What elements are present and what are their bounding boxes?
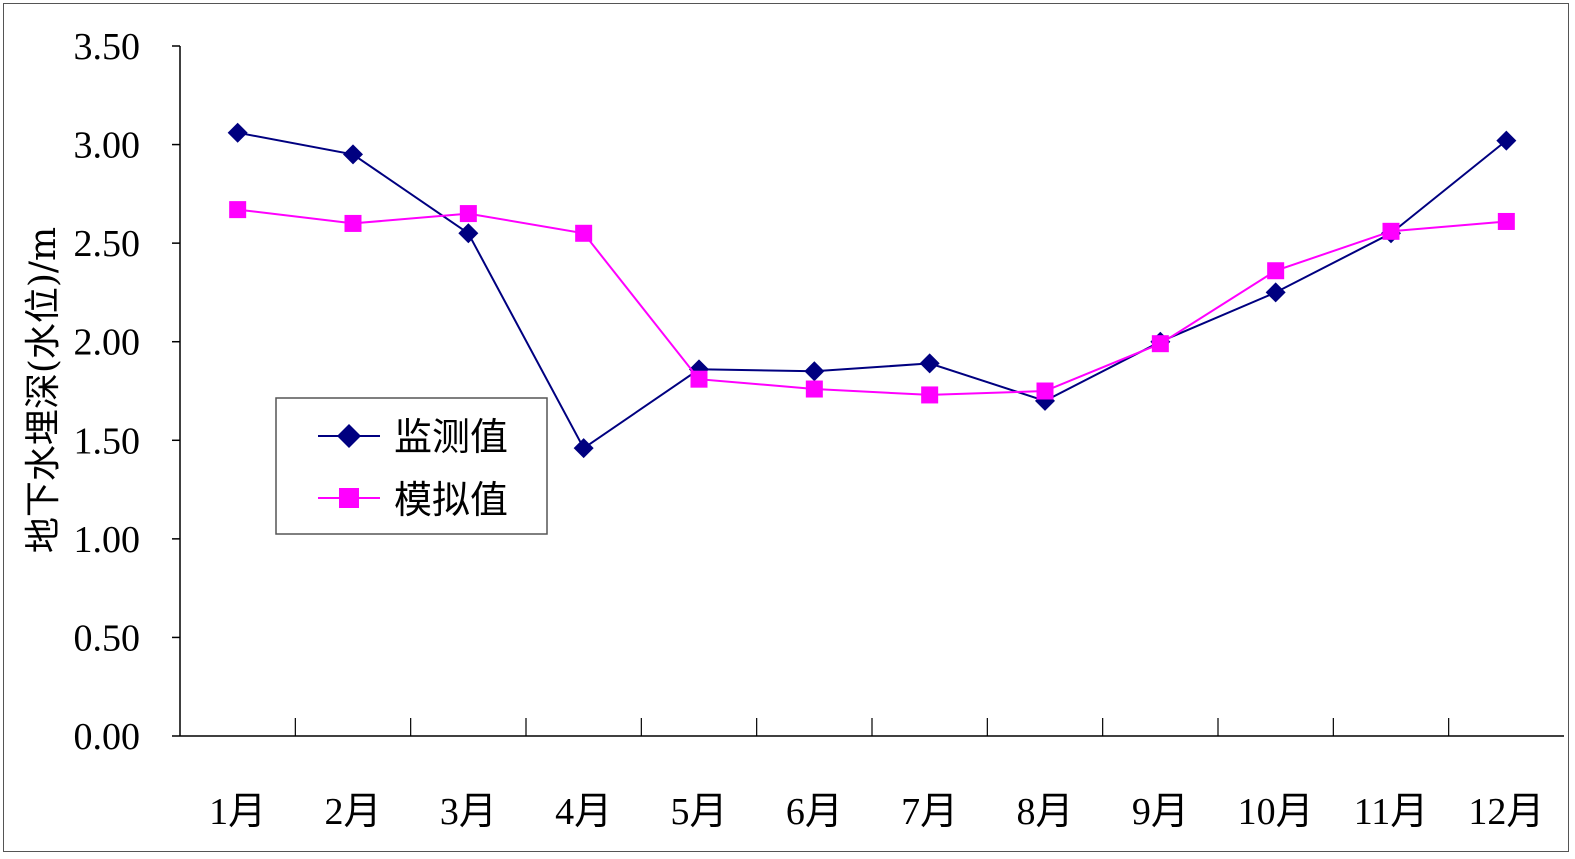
legend-square-marker [339, 488, 359, 508]
y-tick-label: 2.50 [74, 223, 141, 265]
x-tick-label: 11月 [1354, 791, 1429, 833]
y-tick-label: 3.50 [74, 26, 141, 68]
data-point-diamond [1265, 282, 1286, 303]
data-point-square [1382, 222, 1400, 240]
data-point-square [805, 380, 823, 398]
y-axis-ticks: 0.00 0.50 1.00 1.50 2.00 2.50 3.00 3.50 [74, 26, 180, 758]
series-simulated [229, 201, 1515, 404]
y-tick-label: 2.00 [74, 322, 141, 364]
y-tick-label: 1.50 [74, 420, 141, 462]
x-tick-label: 5月 [670, 791, 727, 833]
data-point-square [1267, 262, 1285, 280]
data-point-square [344, 214, 362, 232]
y-tick-label: 3.00 [74, 125, 141, 167]
data-point-diamond [343, 144, 363, 165]
data-point-square [575, 224, 593, 242]
legend-diamond-marker [337, 424, 361, 448]
legend-item-simulated: 模拟值 [318, 478, 508, 522]
legend-label-observed: 监测值 [394, 415, 508, 459]
series-line [237, 208, 1507, 396]
x-tick-label: 7月 [901, 791, 958, 833]
x-tick-label: 1月 [209, 791, 266, 833]
data-point-diamond [1496, 130, 1517, 151]
x-tick-label: 12月 [1468, 791, 1544, 833]
y-tick-label: 0.00 [74, 716, 141, 758]
x-tick-label: 2月 [324, 791, 381, 833]
data-point-square [1497, 212, 1515, 230]
legend-label-simulated: 模拟值 [394, 478, 508, 522]
data-point-square [1036, 382, 1054, 400]
data-point-square [921, 386, 939, 404]
data-point-diamond [804, 361, 825, 382]
x-tick-label: 6月 [786, 791, 843, 833]
legend: 监测值 模拟值 [275, 397, 548, 535]
data-point-diamond [573, 438, 594, 459]
y-axis-title: 地下水埋深(水位)/m [23, 227, 64, 553]
chart-frame [3, 3, 1569, 852]
series-line [237, 131, 1507, 450]
data-point-square [459, 205, 477, 223]
x-tick-label: 10月 [1238, 791, 1314, 833]
data-point-square [1151, 335, 1169, 353]
y-tick-label: 0.50 [74, 617, 141, 659]
data-point-square [690, 370, 708, 388]
series-layer [227, 122, 1517, 459]
x-axis-ticks: 1月 2月 3月 4月 5月 6月 7月 8月 9月 10月 11月 12月 [209, 718, 1544, 833]
legend-box [275, 397, 548, 535]
data-point-square [229, 201, 247, 219]
x-tick-label: 3月 [440, 791, 497, 833]
legend-item-observed: 监测值 [318, 415, 508, 459]
data-point-diamond [458, 223, 479, 244]
x-tick-label: 8月 [1016, 791, 1073, 833]
x-tick-label: 4月 [555, 791, 612, 833]
data-point-diamond [919, 353, 940, 374]
x-tick-label: 9月 [1132, 791, 1189, 833]
data-point-diamond [227, 122, 248, 143]
y-tick-label: 1.00 [74, 519, 141, 561]
